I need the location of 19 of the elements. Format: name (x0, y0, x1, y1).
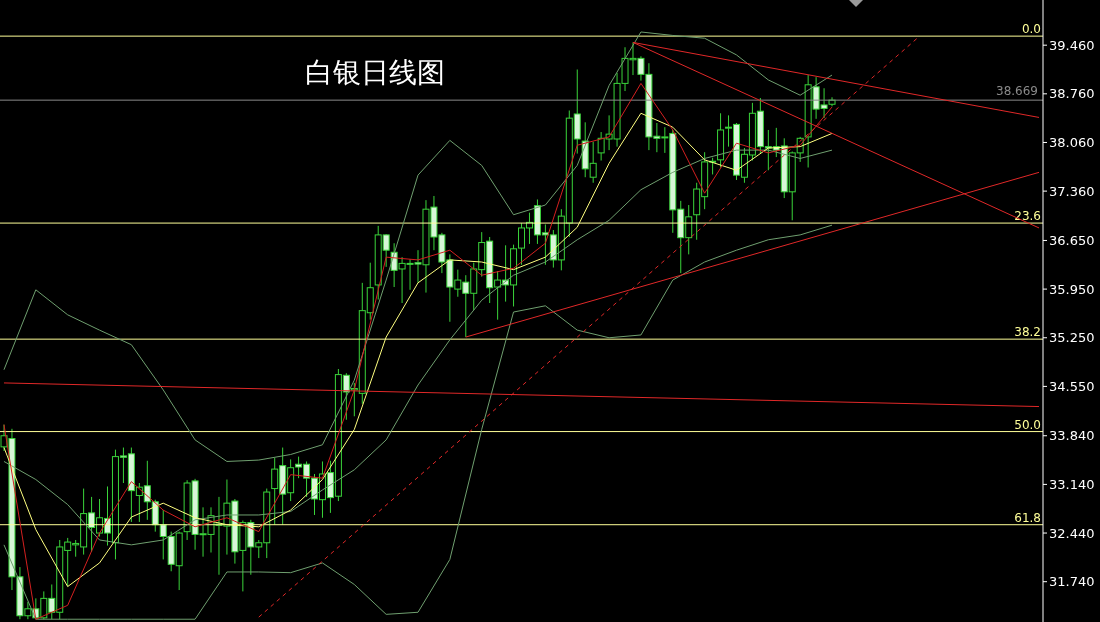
y-tick-label: 36.650 (1049, 233, 1095, 249)
y-tick-label: 31.740 (1049, 574, 1095, 590)
annotation: 0.0 (1021, 22, 1041, 37)
y-tick-label: 35.250 (1049, 330, 1095, 346)
ref-line-label: 38.669 (996, 84, 1038, 99)
y-tick-label: 35.950 (1049, 281, 1095, 297)
annotation: 50.0 (1014, 417, 1041, 432)
y-tick-label: 33.140 (1049, 477, 1095, 493)
y-tick-label: 38.760 (1049, 86, 1095, 102)
annotation: 23.6 (1014, 209, 1041, 224)
annotation: 61.8 (1014, 510, 1041, 525)
annotation: 38.2 (1014, 325, 1041, 340)
y-tick-label: 33.840 (1049, 428, 1095, 444)
y-tick-label: 32.440 (1049, 525, 1095, 541)
y-tick-label: 34.550 (1049, 379, 1095, 395)
y-tick-label: 38.060 (1049, 135, 1095, 151)
y-tick-label: 39.460 (1049, 37, 1095, 53)
text: 白银日线图 (305, 56, 445, 89)
y-tick-label: 37.360 (1049, 183, 1095, 199)
